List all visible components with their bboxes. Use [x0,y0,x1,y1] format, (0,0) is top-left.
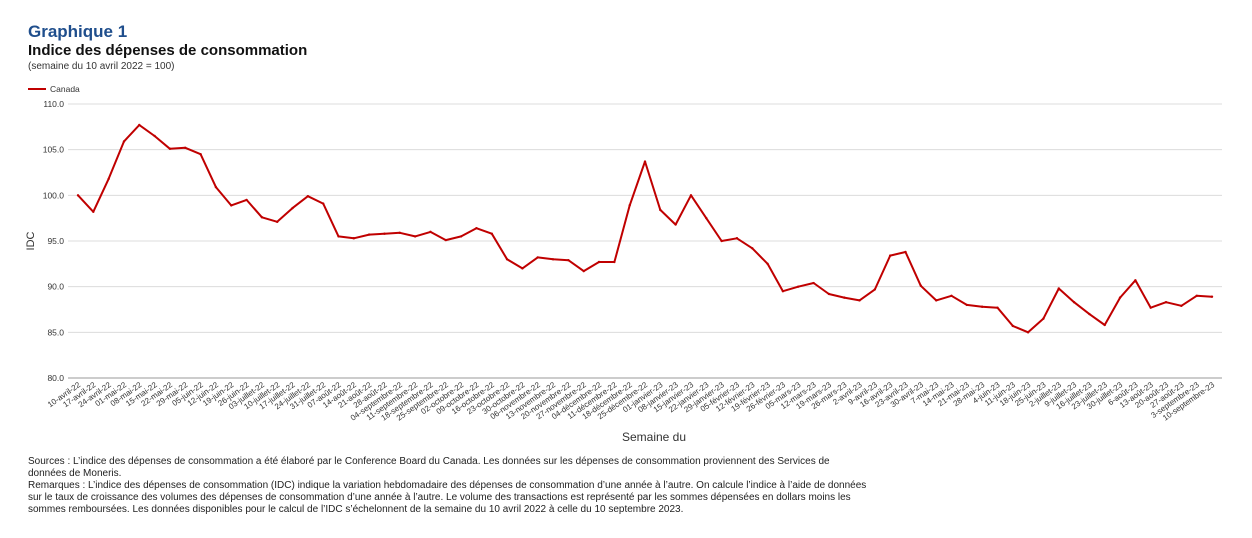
data-point [398,231,402,234]
data-point [276,220,279,224]
data-point [214,185,218,189]
line-chart: Canada 80.0 85.0 90.0 95.0 100.0 105.0 110.0 1… [25,84,1222,444]
legend-label-canada: Canada [50,84,80,94]
data-point [781,290,785,293]
data-point [184,146,187,150]
data-point [521,267,524,270]
data-point [720,239,723,243]
data-point [199,153,202,156]
data-point [659,208,662,212]
data-point [352,237,356,240]
data-point [92,210,95,213]
y-tick-label: 90.0 [47,282,64,292]
data-point [919,284,923,287]
y-tick-label: 85.0 [47,327,64,337]
data-point [950,294,953,297]
data-point [1118,296,1122,299]
data-point [980,305,984,308]
data-point [1134,279,1137,282]
gridlines [68,103,1222,379]
legend: Canada [28,84,80,94]
data-point [536,256,539,259]
data-point [613,260,616,264]
y-tick-label: 105.0 [43,145,65,155]
data-point [383,232,386,235]
data-point [245,198,248,202]
data-point [76,194,80,197]
data-point [1011,324,1014,328]
data-points [76,123,1214,334]
data-point [138,123,141,127]
remarks-note: Remarques : L’indice des dépenses de con… [28,480,867,515]
chart-title: Indice des dépenses de consommation [28,42,308,59]
data-point [475,227,478,230]
data-point [1088,312,1091,316]
data-point [965,303,969,307]
data-point [260,216,264,219]
data-point [674,223,677,226]
data-point [1210,295,1214,298]
data-point [628,204,631,207]
data-point [444,238,447,242]
data-point [873,288,877,291]
y-axis-ticks: 80.0 85.0 90.0 95.0 100.0 105.0 110.0 [43,99,65,383]
data-point [1042,317,1045,320]
data-point [888,254,892,257]
data-point [306,195,310,198]
y-tick-label: 100.0 [43,190,65,200]
chart-subtitle: (semaine du 10 avril 2022 = 100) [28,61,175,72]
series-line-canada [77,124,1213,334]
data-point [367,233,371,236]
data-point [843,296,846,299]
data-point [337,235,340,238]
data-point [567,258,570,262]
data-point [797,285,800,288]
data-point [230,204,233,207]
data-point [827,292,831,296]
data-point [751,247,754,250]
data-point [1180,304,1183,308]
data-point [1195,294,1198,297]
data-point [1149,306,1152,309]
y-axis-label: IDC [25,231,37,250]
data-point [413,235,417,238]
y-tick-label: 80.0 [47,373,64,383]
data-point [597,260,601,264]
data-point [643,160,647,163]
notes: Sources : L’indice des dépenses de conso… [28,456,868,516]
x-axis-ticks: 10-avril-2217-avril-2224-avril-2201-mai-… [46,380,1217,423]
y-tick-label: 95.0 [47,236,64,246]
data-point [153,134,156,138]
x-axis-label: Semaine du [622,430,686,444]
data-point [490,232,493,235]
data-point [1103,323,1106,327]
data-point [735,237,739,240]
y-tick-label: 110.0 [43,99,64,109]
data-point [1164,300,1168,304]
graph-number: Graphique 1 [28,22,128,41]
data-point [904,250,907,254]
data-point [1026,331,1030,334]
data-point [122,140,126,143]
data-point [505,258,509,261]
data-point [459,235,463,238]
data-point [429,230,432,234]
data-point [1057,287,1060,290]
data-point [812,281,815,285]
sources-note: Sources : L’indice des dépenses de conso… [28,456,830,479]
data-point [551,258,555,261]
data-point [934,299,938,302]
data-point [291,206,294,210]
data-point [168,147,172,150]
data-point [766,262,769,266]
data-point [321,202,325,205]
data-point [107,177,110,181]
data-point [705,216,708,220]
data-point [996,306,999,309]
data-point [689,194,693,197]
data-point [858,299,861,302]
data-point [1072,300,1076,304]
data-point [582,269,585,273]
